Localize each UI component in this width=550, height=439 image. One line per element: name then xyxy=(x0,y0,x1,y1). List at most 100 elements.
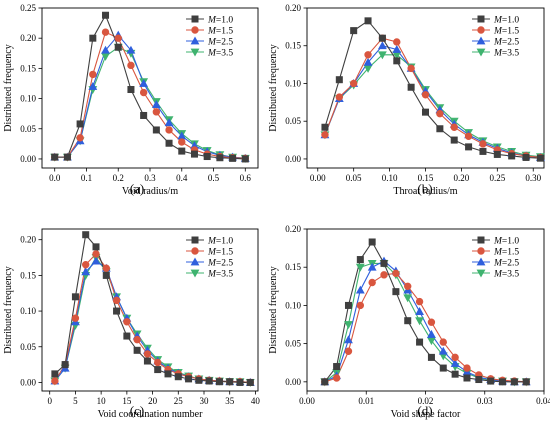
data-point-square xyxy=(427,353,435,361)
data-point-triangle-up xyxy=(91,256,101,265)
chart-panel-4: 0.00 0.01 0.02 0.03 0.04 0.00 0.05 0.10 0.15 0.20… xyxy=(268,224,550,420)
panel-label: (d) xyxy=(417,403,432,418)
legend-marker xyxy=(191,15,199,23)
data-point-square xyxy=(421,108,429,116)
data-point-circle xyxy=(450,123,458,131)
data-point-circle xyxy=(143,350,152,358)
y-tick-label: 0.20 xyxy=(285,224,301,234)
y-tick-label: 0.15 xyxy=(20,270,36,280)
y-tick-label: 0.15 xyxy=(285,41,301,51)
data-point-square xyxy=(178,147,186,155)
data-point-square xyxy=(113,307,121,315)
data-point-triangle-up xyxy=(378,41,387,50)
data-point-square xyxy=(439,364,447,372)
y-tick-label: 0.10 xyxy=(20,306,36,316)
data-point-square xyxy=(143,357,151,365)
y-tick-label: 0.05 xyxy=(20,124,36,134)
y-axis-label: Distributed frequency xyxy=(268,44,279,131)
data-point-circle xyxy=(112,296,121,305)
data-point-square xyxy=(493,150,501,158)
x-tick-label: 0.04 xyxy=(536,396,550,406)
legend-marker xyxy=(477,247,485,255)
data-point-square xyxy=(174,373,182,381)
data-point-circle xyxy=(479,140,487,148)
legend-entry: M=1.0 xyxy=(493,15,519,25)
data-point-circle xyxy=(114,34,122,42)
x-tick-label: 40 xyxy=(251,396,261,406)
data-point-circle xyxy=(407,64,415,73)
legend-entry: M=3.5 xyxy=(493,269,519,279)
legend-entry: M=1.0 xyxy=(207,15,233,25)
data-point-square xyxy=(89,34,97,42)
data-point-triangle-up xyxy=(101,45,110,54)
data-point-circle xyxy=(101,28,110,36)
data-point-triangle-down xyxy=(378,51,387,60)
x-axis-label: Void coordination number xyxy=(98,409,203,420)
data-point-square xyxy=(92,243,100,251)
chart-panel-1: 0.0 0.1 0.2 0.3 0.4 0.5 0.6 0.00 0.05 0.10 0.15 0.2… xyxy=(3,3,259,197)
data-point-triangle-up xyxy=(427,329,436,338)
series-line-circle xyxy=(54,31,246,159)
legend-marker xyxy=(191,236,199,244)
data-point-square xyxy=(229,154,237,162)
data-point-square xyxy=(536,154,544,162)
series-line-square xyxy=(54,13,246,160)
x-tick-label: 0.4 xyxy=(176,173,188,183)
legend-entry: M=3.5 xyxy=(493,48,519,58)
data-point-circle xyxy=(82,260,90,269)
series-line-triangle-up xyxy=(54,34,246,159)
data-point-triangle-up xyxy=(355,285,365,294)
data-point-square xyxy=(185,375,193,383)
data-point-square xyxy=(451,370,459,378)
x-tick-label: 0.3 xyxy=(144,173,156,183)
y-tick-label: 0.15 xyxy=(20,63,36,73)
data-point-square xyxy=(364,17,372,25)
legend-entry: M=2.5 xyxy=(493,37,519,47)
data-point-square xyxy=(133,346,141,354)
x-tick-label: 0.20 xyxy=(454,173,470,183)
panel-label: (c) xyxy=(130,403,144,418)
data-point-square xyxy=(226,378,234,386)
data-point-circle xyxy=(392,269,400,278)
data-point-circle xyxy=(421,91,430,99)
data-point-square xyxy=(436,125,444,133)
data-point-circle xyxy=(152,108,161,116)
data-point-square xyxy=(350,27,358,35)
data-point-triangle-up xyxy=(151,100,161,109)
data-point-triangle-up xyxy=(392,44,402,53)
data-point-square xyxy=(82,231,90,239)
data-point-circle xyxy=(76,134,84,142)
data-point-circle xyxy=(393,38,401,46)
legend-marker xyxy=(476,269,486,278)
data-point-circle xyxy=(439,338,447,346)
data-point-circle xyxy=(463,364,471,372)
data-point-square xyxy=(465,143,473,151)
data-point-square xyxy=(140,111,148,119)
data-point-square xyxy=(392,288,400,296)
data-point-square xyxy=(236,378,244,386)
y-tick-label: 0.10 xyxy=(285,300,301,310)
legend-entry: M=1.5 xyxy=(493,26,519,36)
x-tick-label: 0 xyxy=(47,396,52,406)
legend-entry: M=1.0 xyxy=(207,236,233,246)
y-tick-label: 0.10 xyxy=(20,94,36,104)
legend-entry: M=1.5 xyxy=(493,247,519,257)
data-point-circle xyxy=(321,131,329,139)
x-tick-label: 0.2 xyxy=(113,173,124,183)
data-point-circle xyxy=(127,61,135,70)
data-point-triangle-up xyxy=(81,267,91,276)
data-point-triangle-up xyxy=(415,307,424,315)
data-point-circle xyxy=(368,278,376,287)
data-point-square xyxy=(61,361,69,369)
y-tick-label: 0.10 xyxy=(285,78,301,88)
data-point-square xyxy=(404,317,412,325)
legend-marker xyxy=(190,36,200,45)
data-point-circle xyxy=(51,377,59,385)
data-point-square xyxy=(154,366,162,374)
legend-marker xyxy=(477,236,485,244)
x-tick-label: 0.15 xyxy=(418,173,434,183)
data-point-square xyxy=(76,120,84,128)
data-point-square xyxy=(344,301,352,309)
legend-entry: M=1.0 xyxy=(493,236,519,246)
legend-marker xyxy=(476,36,486,45)
